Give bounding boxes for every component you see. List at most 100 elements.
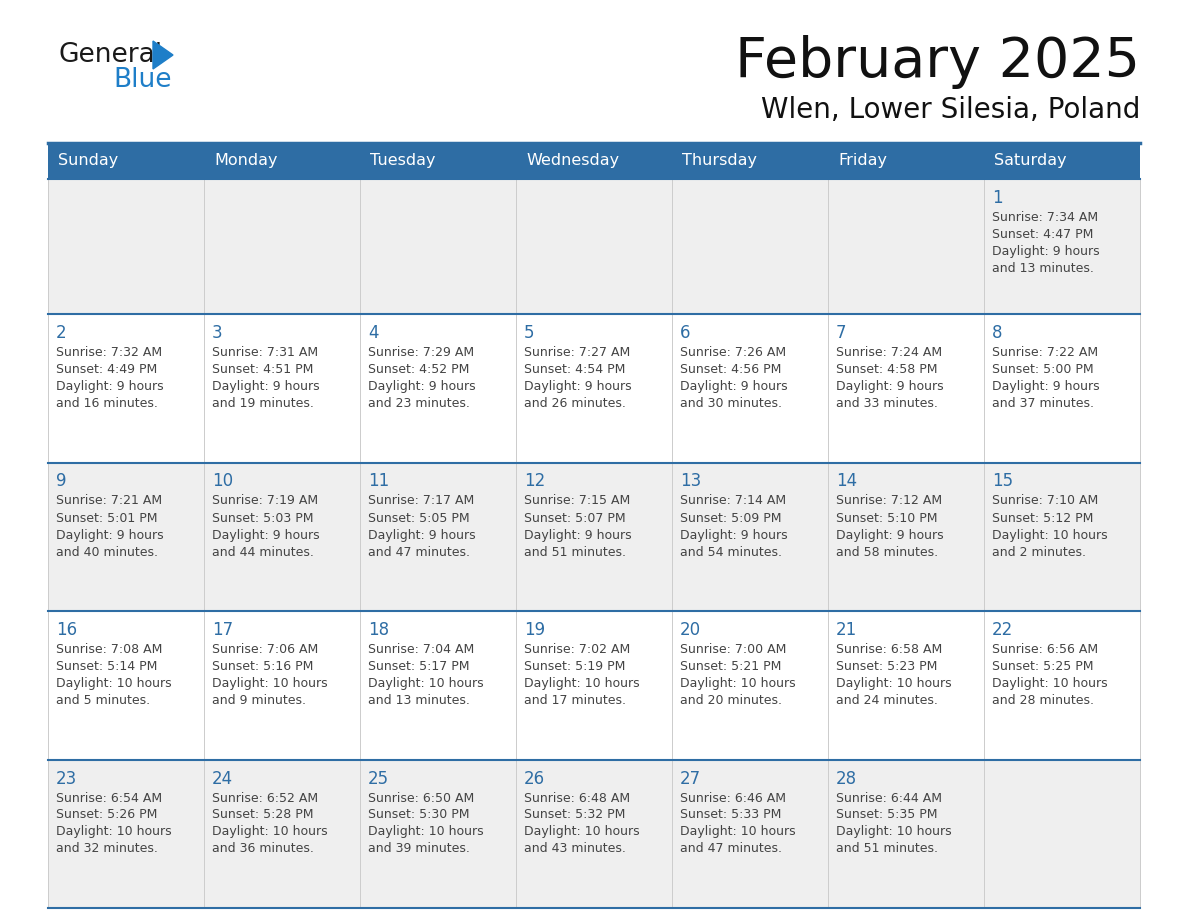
Text: Daylight: 10 hours: Daylight: 10 hours xyxy=(368,825,484,838)
Text: Sunrise: 6:44 AM: Sunrise: 6:44 AM xyxy=(836,791,942,804)
Text: Sunrise: 7:14 AM: Sunrise: 7:14 AM xyxy=(680,495,786,508)
Text: 21: 21 xyxy=(836,621,858,639)
Text: Daylight: 9 hours: Daylight: 9 hours xyxy=(836,529,943,542)
Text: 9: 9 xyxy=(56,473,67,490)
Text: Sunset: 5:25 PM: Sunset: 5:25 PM xyxy=(992,660,1093,673)
Text: Daylight: 9 hours: Daylight: 9 hours xyxy=(368,380,475,393)
Text: and 20 minutes.: and 20 minutes. xyxy=(680,694,782,707)
Text: Sunrise: 7:12 AM: Sunrise: 7:12 AM xyxy=(836,495,942,508)
Text: 16: 16 xyxy=(56,621,77,639)
Text: and 30 minutes.: and 30 minutes. xyxy=(680,397,782,410)
Polygon shape xyxy=(153,41,173,69)
Text: Sunset: 5:05 PM: Sunset: 5:05 PM xyxy=(368,511,469,524)
Text: Sunrise: 7:29 AM: Sunrise: 7:29 AM xyxy=(368,346,474,359)
Text: 19: 19 xyxy=(524,621,545,639)
Text: and 24 minutes.: and 24 minutes. xyxy=(836,694,937,707)
Text: Sunset: 5:33 PM: Sunset: 5:33 PM xyxy=(680,809,782,822)
Text: Sunset: 4:58 PM: Sunset: 4:58 PM xyxy=(836,363,937,376)
Text: Sunrise: 7:31 AM: Sunrise: 7:31 AM xyxy=(211,346,318,359)
Text: Daylight: 10 hours: Daylight: 10 hours xyxy=(836,677,952,690)
Text: and 54 minutes.: and 54 minutes. xyxy=(680,545,782,558)
Text: Daylight: 9 hours: Daylight: 9 hours xyxy=(680,380,788,393)
Text: and 16 minutes.: and 16 minutes. xyxy=(56,397,158,410)
Text: Daylight: 9 hours: Daylight: 9 hours xyxy=(524,380,632,393)
Bar xyxy=(48,143,1140,179)
Text: Thursday: Thursday xyxy=(682,153,757,169)
Text: 2: 2 xyxy=(56,324,67,342)
Text: 8: 8 xyxy=(992,324,1003,342)
Text: and 26 minutes.: and 26 minutes. xyxy=(524,397,626,410)
Text: Sunset: 5:00 PM: Sunset: 5:00 PM xyxy=(992,363,1094,376)
Text: Sunset: 5:03 PM: Sunset: 5:03 PM xyxy=(211,511,314,524)
Text: and 5 minutes.: and 5 minutes. xyxy=(56,694,150,707)
Text: and 40 minutes.: and 40 minutes. xyxy=(56,545,158,558)
Text: Sunset: 5:10 PM: Sunset: 5:10 PM xyxy=(836,511,937,524)
Text: Sunset: 5:07 PM: Sunset: 5:07 PM xyxy=(524,511,626,524)
Text: 3: 3 xyxy=(211,324,222,342)
Text: Daylight: 10 hours: Daylight: 10 hours xyxy=(680,825,796,838)
Text: Sunset: 4:49 PM: Sunset: 4:49 PM xyxy=(56,363,157,376)
Text: Daylight: 10 hours: Daylight: 10 hours xyxy=(211,825,328,838)
Text: Wednesday: Wednesday xyxy=(526,153,619,169)
Text: Daylight: 9 hours: Daylight: 9 hours xyxy=(211,529,320,542)
Text: Daylight: 9 hours: Daylight: 9 hours xyxy=(524,529,632,542)
Text: Sunset: 5:09 PM: Sunset: 5:09 PM xyxy=(680,511,782,524)
Text: Daylight: 9 hours: Daylight: 9 hours xyxy=(368,529,475,542)
Text: Sunset: 5:21 PM: Sunset: 5:21 PM xyxy=(680,660,782,673)
Text: Sunday: Sunday xyxy=(58,153,119,169)
Text: Sunrise: 7:06 AM: Sunrise: 7:06 AM xyxy=(211,643,318,656)
Text: Sunset: 5:35 PM: Sunset: 5:35 PM xyxy=(836,809,937,822)
Text: 13: 13 xyxy=(680,473,701,490)
Text: Daylight: 10 hours: Daylight: 10 hours xyxy=(368,677,484,690)
Text: Sunrise: 7:00 AM: Sunrise: 7:00 AM xyxy=(680,643,786,656)
Text: Daylight: 10 hours: Daylight: 10 hours xyxy=(211,677,328,690)
Text: and 9 minutes.: and 9 minutes. xyxy=(211,694,307,707)
Text: Sunrise: 7:19 AM: Sunrise: 7:19 AM xyxy=(211,495,318,508)
Bar xyxy=(48,179,1140,314)
Text: Daylight: 10 hours: Daylight: 10 hours xyxy=(56,825,171,838)
Text: Sunset: 4:51 PM: Sunset: 4:51 PM xyxy=(211,363,314,376)
Text: Friday: Friday xyxy=(838,153,887,169)
Text: Sunrise: 6:46 AM: Sunrise: 6:46 AM xyxy=(680,791,786,804)
Text: Sunrise: 7:02 AM: Sunrise: 7:02 AM xyxy=(524,643,631,656)
Text: Sunrise: 6:58 AM: Sunrise: 6:58 AM xyxy=(836,643,942,656)
Text: 23: 23 xyxy=(56,769,77,788)
Text: 6: 6 xyxy=(680,324,690,342)
Text: 20: 20 xyxy=(680,621,701,639)
Text: and 51 minutes.: and 51 minutes. xyxy=(836,843,939,856)
Text: Daylight: 10 hours: Daylight: 10 hours xyxy=(524,677,639,690)
Text: Sunrise: 7:24 AM: Sunrise: 7:24 AM xyxy=(836,346,942,359)
Bar xyxy=(48,611,1140,759)
Text: Daylight: 9 hours: Daylight: 9 hours xyxy=(836,380,943,393)
Text: and 28 minutes.: and 28 minutes. xyxy=(992,694,1094,707)
Text: Sunrise: 6:50 AM: Sunrise: 6:50 AM xyxy=(368,791,474,804)
Text: Blue: Blue xyxy=(113,67,171,93)
Text: Daylight: 10 hours: Daylight: 10 hours xyxy=(524,825,639,838)
Text: General: General xyxy=(58,42,162,68)
Text: Sunrise: 7:15 AM: Sunrise: 7:15 AM xyxy=(524,495,631,508)
Text: 24: 24 xyxy=(211,769,233,788)
Text: Sunrise: 6:52 AM: Sunrise: 6:52 AM xyxy=(211,791,318,804)
Text: Sunset: 5:28 PM: Sunset: 5:28 PM xyxy=(211,809,314,822)
Text: Sunset: 5:17 PM: Sunset: 5:17 PM xyxy=(368,660,469,673)
Text: 7: 7 xyxy=(836,324,847,342)
Text: Monday: Monday xyxy=(214,153,278,169)
Text: Sunset: 5:32 PM: Sunset: 5:32 PM xyxy=(524,809,625,822)
Text: Sunrise: 7:08 AM: Sunrise: 7:08 AM xyxy=(56,643,163,656)
Text: and 51 minutes.: and 51 minutes. xyxy=(524,545,626,558)
Text: Daylight: 9 hours: Daylight: 9 hours xyxy=(56,529,164,542)
Text: Sunrise: 7:32 AM: Sunrise: 7:32 AM xyxy=(56,346,162,359)
Text: Sunset: 4:47 PM: Sunset: 4:47 PM xyxy=(992,228,1093,241)
Text: 15: 15 xyxy=(992,473,1013,490)
Text: and 13 minutes.: and 13 minutes. xyxy=(992,262,1094,275)
Text: 27: 27 xyxy=(680,769,701,788)
Text: 28: 28 xyxy=(836,769,857,788)
Text: 5: 5 xyxy=(524,324,535,342)
Text: Saturday: Saturday xyxy=(994,153,1067,169)
Text: Sunrise: 7:34 AM: Sunrise: 7:34 AM xyxy=(992,211,1098,224)
Text: Daylight: 9 hours: Daylight: 9 hours xyxy=(211,380,320,393)
Text: Wlen, Lower Silesia, Poland: Wlen, Lower Silesia, Poland xyxy=(760,96,1140,124)
Text: Sunset: 5:26 PM: Sunset: 5:26 PM xyxy=(56,809,157,822)
Text: and 23 minutes.: and 23 minutes. xyxy=(368,397,470,410)
Text: 10: 10 xyxy=(211,473,233,490)
